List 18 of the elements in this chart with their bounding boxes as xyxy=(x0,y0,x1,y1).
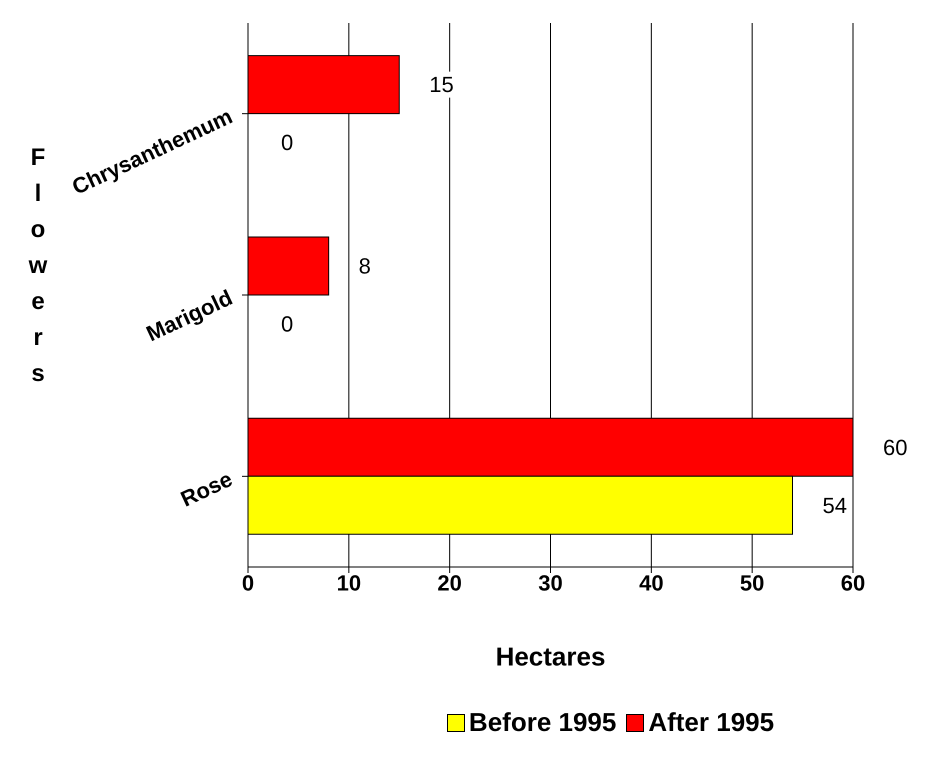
x-tick-label: 20 xyxy=(437,570,462,596)
data-label: 15 xyxy=(429,72,454,98)
data-label: 54 xyxy=(822,492,847,518)
x-tick-label: 10 xyxy=(336,570,362,596)
x-axis-title: Hectares xyxy=(496,641,606,672)
x-tick-label: 30 xyxy=(538,570,563,596)
data-label: 0 xyxy=(281,130,294,156)
data-label: 60 xyxy=(883,434,908,460)
legend-label: Before 1995 xyxy=(468,707,616,738)
x-tick-label: 60 xyxy=(840,570,866,596)
y-tick-label: Rose xyxy=(176,466,236,512)
y-axis-title: Flowers xyxy=(28,144,48,387)
legend-label: After 1995 xyxy=(647,707,774,738)
x-tick-label: 40 xyxy=(639,570,664,596)
x-tick-label: 50 xyxy=(740,570,764,596)
data-label: 8 xyxy=(358,253,371,278)
data-label: 0 xyxy=(281,311,294,336)
x-tick-label: 0 xyxy=(242,570,254,596)
